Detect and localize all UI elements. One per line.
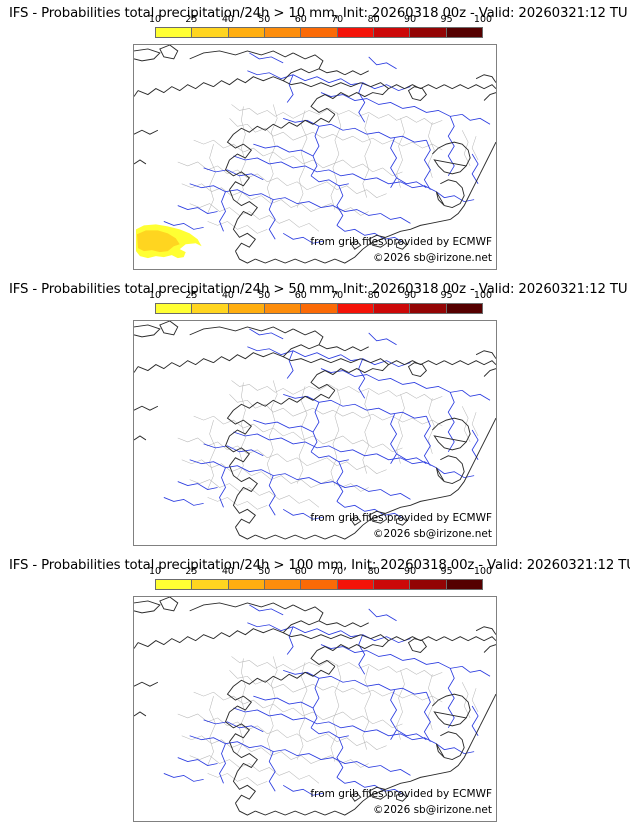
colorbar-segment-80-90 [373,580,411,589]
colorbar-tick-95: 95 [440,14,453,25]
colorbar-tick-60: 60 [294,566,307,577]
colorbar-segment-50-60 [264,580,302,589]
colorbar-tick-60: 60 [294,290,307,301]
colorbar-segment-95-100 [446,304,482,313]
colorbar-segment-10-25 [156,304,193,313]
credit-data-source: from grib files provided by ECMWF [310,236,492,248]
colorbar-tick-40: 40 [221,14,234,25]
shading-band-25-40 [136,230,180,253]
map-svg [134,321,496,540]
colorbar-tick-100: 100 [473,290,493,301]
panel-title: IFS - Probabilities total precipitation/… [9,6,628,21]
colorbar-segment-90-95 [410,28,447,37]
colorbar-segment-80-90 [373,304,411,313]
credit-copyright: ©2026 sb@irizone.net [373,528,492,540]
probability-colorbar: 10 25 40 50 60 70 80 90 95 100 [149,14,492,40]
colorbar-tick-25: 25 [185,14,198,25]
colorbar-tick-10: 10 [148,566,162,577]
colorbar-segment-60-70 [301,580,338,589]
map-svg [134,597,496,816]
colorbar-segment-90-95 [410,580,447,589]
colorbar-segment-95-100 [446,580,482,589]
colorbar-segment-70-80 [337,304,374,313]
credit-copyright: ©2026 sb@irizone.net [373,252,492,264]
colorbar-gradient [155,303,483,314]
colorbar-tick-labels: 10 25 40 50 60 70 80 90 95 100 [149,566,492,579]
map-canvas-10mm: from grib files provided by ECMWF ©2026 … [133,44,497,270]
colorbar-segment-50-60 [264,28,302,37]
coastlines-layer [134,45,496,264]
administrative-boundaries-layer [177,656,479,786]
colorbar-segment-40-50 [228,28,265,37]
colorbar-segment-25-40 [192,304,229,313]
forecast-panel-10mm: IFS - Probabilities total precipitation/… [0,0,630,276]
coastlines-layer [134,321,496,540]
panel-title: IFS - Probabilities total precipitation/… [9,282,628,297]
colorbar-tick-100: 100 [473,566,493,577]
colorbar-tick-50: 50 [258,14,271,25]
colorbar-segment-95-100 [446,28,482,37]
map-svg [134,45,496,264]
probability-colorbar: 10 25 40 50 60 70 80 90 95 100 [149,290,492,316]
colorbar-segment-10-25 [156,580,193,589]
credit-data-source: from grib files provided by ECMWF [310,512,492,524]
rivers-layer [163,328,491,520]
colorbar-tick-95: 95 [440,566,453,577]
colorbar-segment-10-25 [156,28,193,37]
colorbar-tick-25: 25 [185,566,198,577]
colorbar-gradient [155,579,483,590]
colorbar-tick-labels: 10 25 40 50 60 70 80 90 95 100 [149,14,492,27]
colorbar-tick-50: 50 [258,566,271,577]
colorbar-tick-25: 25 [185,290,198,301]
colorbar-tick-70: 70 [331,14,344,25]
colorbar-segment-40-50 [228,580,265,589]
colorbar-tick-70: 70 [331,566,344,577]
map-canvas-100mm: from grib files provided by ECMWF ©2026 … [133,596,497,822]
coastlines-layer [134,597,496,816]
colorbar-tick-80: 80 [367,566,380,577]
colorbar-gradient [155,27,483,38]
colorbar-tick-10: 10 [148,14,162,25]
colorbar-tick-10: 10 [148,290,162,301]
colorbar-tick-60: 60 [294,14,307,25]
panel-title: IFS - Probabilities total precipitation/… [9,558,630,573]
credit-data-source: from grib files provided by ECMWF [310,788,492,800]
colorbar-tick-100: 100 [473,14,493,25]
colorbar-tick-80: 80 [367,14,380,25]
colorbar-tick-labels: 10 25 40 50 60 70 80 90 95 100 [149,290,492,303]
rivers-layer [163,604,491,796]
colorbar-tick-70: 70 [331,290,344,301]
colorbar-tick-50: 50 [258,290,271,301]
administrative-boundaries-layer [177,104,479,234]
map-canvas-50mm: from grib files provided by ECMWF ©2026 … [133,320,497,546]
probability-colorbar: 10 25 40 50 60 70 80 90 95 100 [149,566,492,592]
colorbar-segment-25-40 [192,28,229,37]
probability-shading-layer [135,224,202,259]
colorbar-tick-40: 40 [221,566,234,577]
administrative-boundaries-layer [177,380,479,510]
forecast-panel-50mm: IFS - Probabilities total precipitation/… [0,276,630,552]
colorbar-segment-60-70 [301,28,338,37]
colorbar-segment-25-40 [192,580,229,589]
credit-copyright: ©2026 sb@irizone.net [373,804,492,816]
forecast-panel-100mm: IFS - Probabilities total precipitation/… [0,552,630,828]
colorbar-tick-40: 40 [221,290,234,301]
colorbar-segment-90-95 [410,304,447,313]
rivers-layer [163,52,491,244]
colorbar-segment-70-80 [337,28,374,37]
colorbar-segment-80-90 [373,28,411,37]
colorbar-segment-50-60 [264,304,302,313]
colorbar-segment-40-50 [228,304,265,313]
colorbar-tick-80: 80 [367,290,380,301]
colorbar-tick-90: 90 [404,14,417,25]
colorbar-tick-95: 95 [440,290,453,301]
colorbar-segment-70-80 [337,580,374,589]
colorbar-segment-60-70 [301,304,338,313]
colorbar-tick-90: 90 [404,566,417,577]
colorbar-tick-90: 90 [404,290,417,301]
